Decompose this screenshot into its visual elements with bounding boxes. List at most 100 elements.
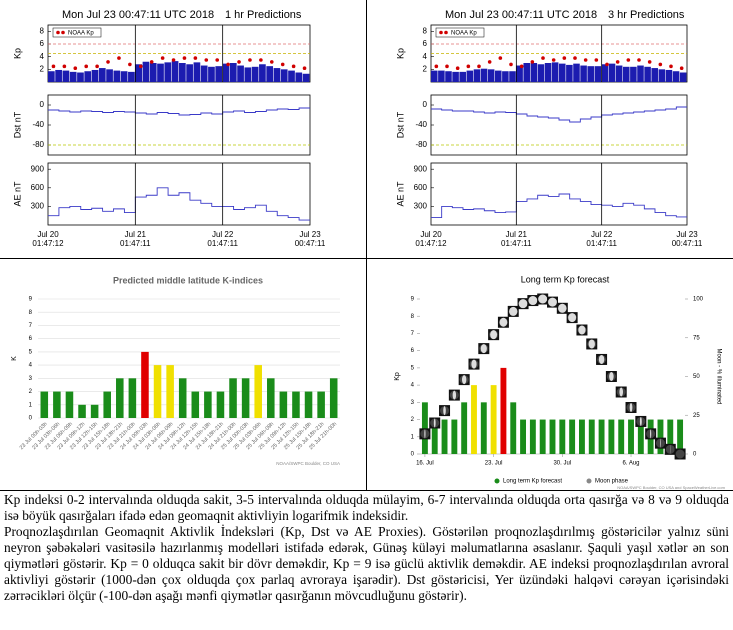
- kp-bar: [544, 63, 552, 82]
- kp-bar: [580, 65, 587, 82]
- legend-box: [435, 27, 485, 38]
- moon-lit: [639, 416, 642, 426]
- y-tick-label: 8: [423, 26, 428, 35]
- x-tick-time: 01:47:11: [207, 239, 238, 248]
- y-tick-label: 9: [411, 297, 415, 303]
- moon-lit: [568, 313, 577, 323]
- moon-lit: [462, 375, 467, 385]
- kp-bar: [459, 71, 466, 82]
- kp-bar: [471, 385, 477, 454]
- dst-line: [431, 106, 687, 123]
- kp-bar: [62, 70, 70, 82]
- kp-bar: [608, 63, 616, 82]
- axis-label: AE nT: [12, 181, 22, 207]
- kp-bar: [651, 68, 658, 82]
- kp-bar: [431, 70, 438, 82]
- kp-bar: [573, 63, 580, 82]
- y-tick-label: 0: [40, 100, 45, 109]
- y-tick-label: 2: [423, 64, 428, 73]
- y2-tick-label: 50: [693, 374, 700, 380]
- y-tick-label: 1: [411, 434, 415, 440]
- kp-bar: [495, 70, 502, 82]
- kp-bar: [266, 66, 274, 82]
- bar: [216, 391, 225, 418]
- moon-lit: [598, 354, 605, 364]
- kp-bar: [523, 63, 530, 82]
- noaa-kp-dot: [455, 66, 460, 71]
- bar: [40, 391, 49, 418]
- y-tick-label: 600: [414, 183, 428, 192]
- noaa-kp-dot: [445, 64, 449, 69]
- kp-bar: [490, 385, 497, 454]
- y-tick-label: 900: [31, 164, 45, 173]
- kp-bar: [179, 63, 186, 82]
- noaa-kp-dot: [291, 64, 296, 69]
- noaa-kp-dot: [73, 66, 78, 71]
- moon-lit: [509, 306, 518, 316]
- kp-bar: [421, 402, 428, 454]
- kp-bar: [120, 71, 128, 82]
- bar: [153, 365, 162, 418]
- y-tick-label: 6: [411, 348, 415, 354]
- kp-bar: [229, 63, 237, 82]
- moon-lit: [578, 325, 586, 335]
- noaa-kp-dot: [573, 56, 577, 60]
- bar: [304, 391, 313, 418]
- kp-bar: [55, 69, 62, 82]
- bar: [128, 378, 137, 418]
- bar: [78, 404, 86, 418]
- noaa-kp-dot: [269, 60, 274, 64]
- y-tick-label: 4: [423, 52, 428, 61]
- kp-bar: [171, 61, 179, 82]
- y-tick-label: 7: [411, 331, 415, 337]
- y-tick-label: 1: [29, 402, 33, 408]
- noaa-kp-dot: [487, 60, 492, 64]
- x-tick-time: 00:47:11: [672, 239, 703, 248]
- noaa-kp-dot: [193, 56, 198, 60]
- kp-bar: [251, 66, 259, 82]
- legend-dot: [439, 30, 443, 35]
- kp-bar: [164, 62, 172, 82]
- kp-bar: [665, 69, 673, 82]
- x-tick-label: 16. Jul: [416, 461, 434, 467]
- chart-title: Long term Kp forecast: [521, 274, 610, 284]
- noaa-kp-dot: [509, 62, 513, 67]
- noaa-kp-dot: [626, 58, 631, 62]
- bar: [141, 351, 149, 418]
- noaa-kp-dot: [95, 64, 99, 69]
- bar: [241, 378, 250, 418]
- noaa-kp-dot: [498, 56, 503, 60]
- table-borders: [0, 0, 733, 491]
- bar: [279, 391, 288, 418]
- x-tick-time: 00:47:11: [295, 239, 326, 248]
- bar: [191, 391, 200, 418]
- noaa-kp-dot: [149, 60, 154, 64]
- y2-tick-label: 100: [693, 297, 704, 303]
- noaa-kp-dot: [259, 58, 263, 62]
- kp-bar: [431, 419, 438, 454]
- kp-bar: [559, 419, 566, 454]
- bar: [254, 365, 262, 418]
- kp-bar: [529, 419, 536, 454]
- y-tick-label: 3: [411, 400, 415, 406]
- y2-tick-label: 75: [693, 335, 700, 341]
- dst-line: [48, 107, 310, 116]
- moon-lit: [528, 296, 538, 306]
- moon-lit: [650, 429, 652, 439]
- moon-lit: [490, 330, 498, 340]
- kp-bar: [509, 71, 516, 82]
- noaa-kp-dot: [615, 60, 620, 64]
- kp-bar: [500, 367, 507, 454]
- kp-bar: [549, 419, 556, 454]
- y-tick-label: 900: [414, 164, 428, 173]
- kp-bar: [98, 68, 106, 82]
- y-tick-label: 7: [29, 323, 33, 329]
- ae-line: [48, 187, 310, 221]
- y-tick-label: 4: [40, 52, 45, 61]
- kp-bar: [601, 64, 609, 82]
- legend-dot: [444, 30, 448, 35]
- moon-lit: [538, 294, 548, 304]
- kp-bar: [452, 71, 459, 82]
- kp-bar: [487, 69, 495, 82]
- kp-bar: [594, 66, 602, 82]
